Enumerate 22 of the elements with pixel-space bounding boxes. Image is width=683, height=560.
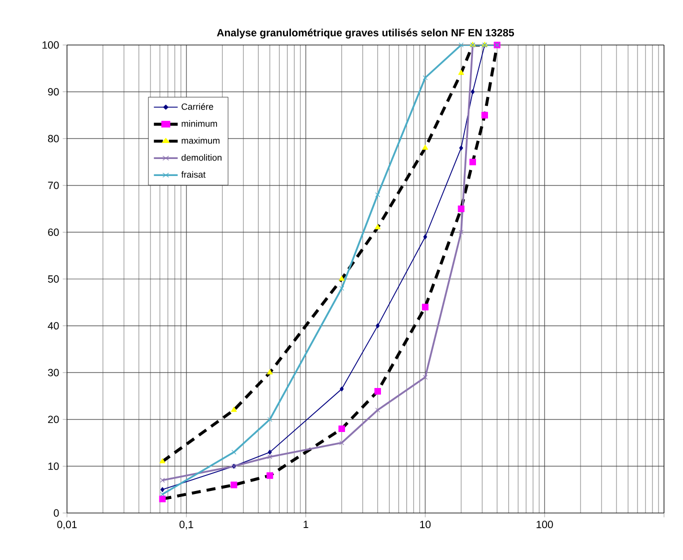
legend-label: minimum [182,120,217,127]
x-tick-label: 1 [304,520,308,528]
legend-label: fraisat [181,171,206,178]
y-tick-label: 0 [54,509,59,517]
y-tick-label: 90 [48,88,59,96]
x-tick-label: 0,01 [57,520,77,530]
x-tick-label: 10 [420,520,431,528]
y-tick-label: 100 [42,41,59,49]
x-tick-label: 0,1 [180,520,194,530]
y-tick-label: 50 [48,275,59,283]
y-tick-label: 40 [48,322,59,330]
legend-label: maximum [182,137,220,144]
y-tick-label: 30 [48,368,59,376]
legend-label: demolition [182,154,222,161]
y-tick-label: 70 [48,182,59,190]
y-tick-label: 80 [48,134,59,142]
x-tick-label: 100 [536,520,553,528]
y-tick-label: 10 [48,462,59,470]
y-tick-label: 60 [48,228,59,236]
chart-title: Analyse granulométrique graves utilisés selon NF EN 13285 [216,28,514,38]
y-tick-label: 20 [48,416,59,424]
legend-label: Carriére [182,103,214,110]
